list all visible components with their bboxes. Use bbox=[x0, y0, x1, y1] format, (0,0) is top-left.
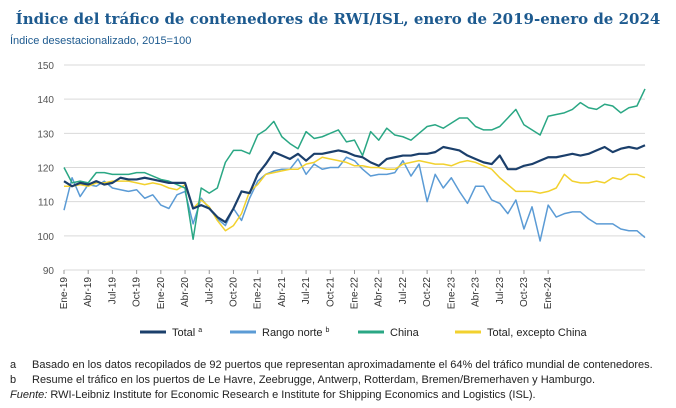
x-tick-label: Jul-19 bbox=[107, 277, 118, 305]
x-tick-label: Oct-21 bbox=[325, 277, 336, 307]
y-tick-label: 130 bbox=[37, 129, 54, 140]
footnote-text: Basado en los datos recopilados de 92 pu… bbox=[32, 359, 653, 371]
footnote-a: a Basado en los datos recopilados de 92 … bbox=[10, 358, 653, 373]
x-tick-label: Abr-20 bbox=[180, 277, 191, 307]
x-tick-label: Jul-21 bbox=[301, 277, 312, 305]
series-line-china bbox=[63, 88, 646, 240]
line-chart: 90 100 110 120 130 140 150 Ene-19 Abr-19 Jul-19 O… bbox=[37, 61, 646, 339]
footnote-key: a bbox=[10, 359, 17, 371]
x-tick-label: Oct-22 bbox=[422, 277, 433, 307]
x-axis: Ene-19 Abr-19 Jul-19 Oct-19 Ene-20 Abr-20 Jul-… bbox=[59, 270, 554, 309]
legend-label: Rango norte b bbox=[262, 327, 330, 339]
footnotes: a Basado en los datos recopilados de 92 … bbox=[10, 358, 653, 388]
y-tick-label: 150 bbox=[37, 61, 54, 72]
y-tick-label: 140 bbox=[37, 95, 54, 106]
x-tick-label: Ene-24 bbox=[543, 277, 554, 310]
x-tick-label: Ene-23 bbox=[446, 277, 457, 310]
y-tick-label: 110 bbox=[38, 198, 54, 209]
footnote-b: b Resume el tráfico en los puertos de Le… bbox=[10, 373, 653, 388]
source-note: Fuente: RWI-Leibniz Institute for Econom… bbox=[10, 389, 536, 401]
x-tick-label: Abr-22 bbox=[374, 277, 385, 307]
y-tick-label: 120 bbox=[37, 164, 54, 175]
legend-label: Total a bbox=[172, 327, 202, 339]
chart-subtitle: Índice desestacionalizado, 2015=100 bbox=[10, 35, 192, 47]
x-tick-label: Jul-22 bbox=[398, 277, 409, 305]
x-tick-label: Jul-23 bbox=[495, 277, 506, 305]
x-tick-label: Ene-22 bbox=[350, 277, 361, 310]
y-axis: 90 100 110 120 130 140 150 bbox=[37, 61, 54, 277]
legend-label: Total, excepto China bbox=[487, 327, 588, 339]
y-tick-label: 90 bbox=[43, 266, 55, 277]
footnote-text: Resume el tráfico en los puertos de Le H… bbox=[32, 374, 596, 386]
legend-label: China bbox=[390, 327, 420, 339]
series-line-total bbox=[63, 144, 646, 224]
page-title: Índice del tráfico de contenedores de RW… bbox=[15, 10, 661, 28]
x-tick-label: Oct-20 bbox=[228, 277, 239, 307]
source-text: RWI-Leibniz Institute for Economic Resea… bbox=[50, 389, 536, 401]
legend-superscript: a bbox=[198, 327, 202, 334]
x-tick-label: Jul-20 bbox=[204, 277, 215, 305]
series-line-rango-norte bbox=[63, 156, 646, 242]
series-line-total-excepto-china bbox=[64, 156, 646, 232]
grid-lines bbox=[64, 64, 645, 271]
legend: Total a Rango norte b China Total, excepto Ch… bbox=[140, 327, 588, 339]
y-tick-label: 100 bbox=[37, 232, 54, 243]
x-tick-label: Ene-20 bbox=[156, 277, 167, 310]
x-tick-label: Oct-19 bbox=[132, 277, 143, 307]
series-lines bbox=[63, 88, 646, 242]
x-tick-label: Abr-21 bbox=[277, 277, 288, 307]
footnote-key: b bbox=[10, 374, 17, 386]
x-tick-label: Ene-19 bbox=[59, 277, 70, 310]
x-tick-label: Abr-23 bbox=[471, 277, 482, 307]
legend-superscript: b bbox=[326, 327, 330, 334]
x-tick-label: Oct-23 bbox=[519, 277, 530, 307]
source-label: Fuente: bbox=[10, 389, 48, 401]
x-tick-label: Abr-19 bbox=[83, 277, 94, 307]
x-tick-label: Ene-21 bbox=[253, 277, 264, 310]
